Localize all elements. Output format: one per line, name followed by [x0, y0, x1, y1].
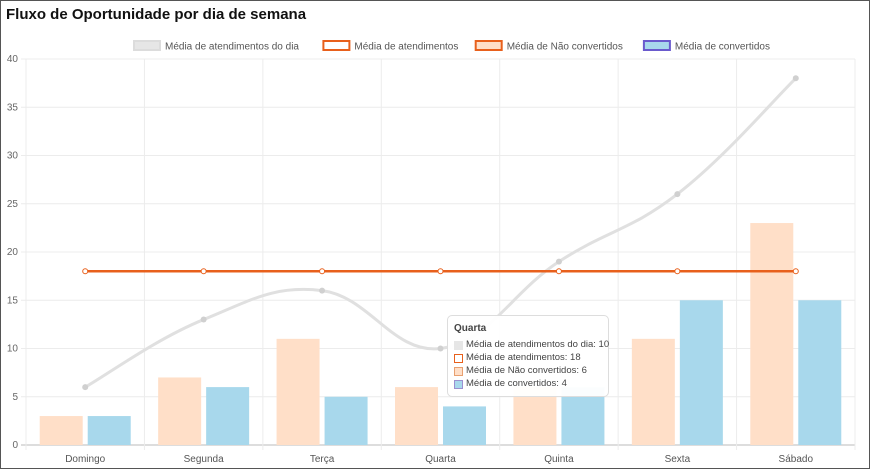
tooltip: Quarta Média de atendimentos do dia: 10 …	[447, 315, 609, 397]
chart-title: Fluxo de Oportunidade por dia de semana	[6, 6, 307, 23]
bar-convertidos	[443, 406, 486, 445]
legend-swatch	[642, 40, 671, 51]
line-point	[200, 316, 207, 323]
y-tick-label: 30	[7, 151, 19, 162]
tooltip-row: Média de atendimentos do dia: 10	[454, 339, 609, 351]
bar-convertidos	[679, 300, 723, 445]
tooltip-text: Média de convertidos: 4	[466, 378, 567, 389]
tooltip-row: Média de convertidos: 4	[454, 378, 602, 390]
tooltip-swatch	[454, 353, 463, 363]
tooltip-row: Média de atendimentos: 18	[454, 352, 602, 364]
y-tick-label: 20	[7, 247, 19, 258]
line-point	[792, 75, 799, 82]
y-tick-label: 25	[7, 199, 19, 210]
line-point	[674, 191, 681, 198]
legend-label: Média de atendimentos	[354, 42, 458, 53]
tooltip-swatch	[454, 340, 463, 350]
y-tick-label: 40	[7, 54, 19, 65]
line-point	[82, 384, 89, 391]
legend-swatch	[322, 40, 351, 51]
line-point	[792, 268, 799, 275]
y-tick-label: 5	[12, 392, 18, 403]
legend-label: Média de atendimentos do dia	[165, 42, 299, 53]
tooltip-row: Média de Não convertidos: 6	[454, 365, 602, 377]
line-point	[82, 268, 89, 275]
x-tick-label: Quarta	[425, 454, 456, 465]
tooltip-text: Média de atendimentos: 18	[466, 352, 581, 363]
bar-convertidos	[87, 416, 131, 445]
x-tick-label: Terça	[310, 454, 335, 465]
y-tick-label: 35	[7, 102, 19, 113]
line-point	[437, 268, 444, 275]
bar-nao-convertidos	[276, 338, 320, 445]
bar-nao-convertidos	[39, 416, 83, 445]
tooltip-text: Média de atendimentos do dia: 10	[466, 339, 610, 350]
line-point	[674, 268, 681, 275]
line-point	[200, 268, 207, 275]
bar-convertidos	[798, 300, 842, 445]
bar-nao-convertidos	[395, 387, 438, 445]
x-tick-label: Domingo	[65, 454, 105, 465]
line-point	[555, 258, 562, 265]
line-point	[319, 287, 326, 294]
line-point	[555, 268, 562, 275]
tooltip-swatch	[454, 366, 463, 376]
x-tick-label: Segunda	[184, 454, 224, 465]
bar-nao-convertidos	[631, 338, 675, 445]
tooltip-swatch	[454, 379, 463, 389]
line-point	[437, 345, 444, 352]
x-tick-label: Quinta	[544, 454, 574, 465]
tooltip-text: Média de Não convertidos: 6	[466, 365, 587, 376]
x-tick-label: Sexta	[665, 454, 691, 465]
y-tick-label: 10	[7, 344, 19, 355]
bar-nao-convertidos	[750, 223, 794, 445]
y-tick-label: 0	[12, 440, 18, 451]
line-point	[319, 268, 326, 275]
tooltip-title: Quarta	[454, 323, 487, 334]
legend-label: Média de convertidos	[675, 42, 770, 53]
legend-swatch	[133, 40, 161, 51]
bar-convertidos	[206, 387, 250, 445]
legend-swatch	[474, 40, 503, 51]
bar-nao-convertidos	[158, 377, 202, 445]
y-tick-label: 15	[7, 295, 19, 306]
legend-label: Média de Não convertidos	[507, 42, 623, 53]
x-tick-label: Sábado	[779, 454, 814, 465]
bar-convertidos	[324, 396, 368, 445]
